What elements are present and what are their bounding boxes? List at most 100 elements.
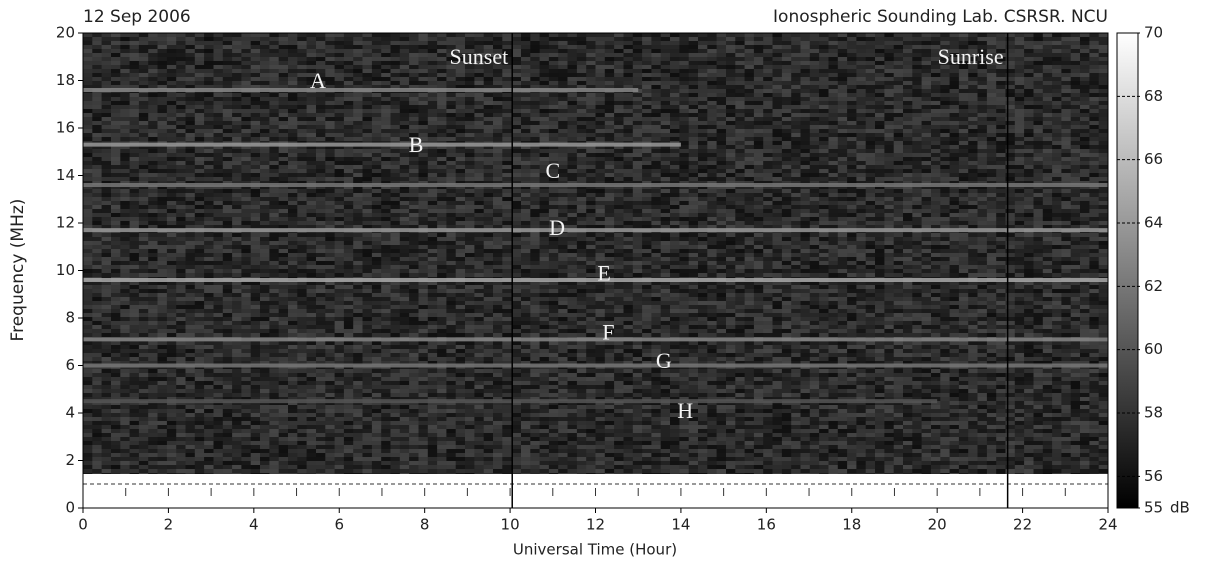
noise-cell: [223, 65, 233, 69]
noise-cell: [1089, 109, 1099, 113]
noise-cell: [829, 145, 839, 149]
noise-cell: [316, 121, 326, 125]
noise-cell: [102, 69, 112, 73]
noise-cell: [1099, 77, 1109, 81]
noise-cell: [856, 73, 866, 77]
noise-cell: [335, 57, 345, 61]
noise-cell: [204, 49, 214, 53]
noise-cell: [1071, 109, 1081, 113]
noise-cell: [782, 69, 792, 73]
noise-cell: [120, 161, 130, 165]
noise-cell: [1024, 121, 1034, 125]
noise-cell: [186, 129, 196, 133]
noise-cell: [139, 65, 149, 69]
noise-cell: [1052, 121, 1062, 125]
noise-cell: [530, 189, 540, 193]
noise-cell: [493, 201, 503, 205]
noise-cell: [344, 117, 354, 121]
noise-cell: [502, 177, 512, 181]
noise-cell: [875, 161, 885, 165]
noise-cell: [1099, 53, 1109, 57]
noise-cell: [847, 153, 857, 157]
noise-cell: [698, 205, 708, 209]
noise-cell: [521, 137, 531, 141]
noise-cell: [1089, 161, 1099, 165]
noise-cell: [884, 161, 894, 165]
noise-cell: [512, 45, 522, 49]
noise-cell: [335, 53, 345, 57]
noise-cell: [707, 113, 717, 117]
noise-cell: [633, 37, 643, 41]
noise-cell: [922, 133, 932, 137]
noise-cell: [819, 93, 829, 97]
noise-cell: [978, 81, 988, 85]
noise-cell: [829, 205, 839, 209]
noise-cell: [530, 117, 540, 121]
noise-cell: [139, 189, 149, 193]
noise-cell: [260, 57, 270, 61]
noise-cell: [335, 73, 345, 77]
noise-cell: [521, 41, 531, 45]
noise-cell: [176, 157, 186, 161]
noise-cell: [922, 93, 932, 97]
noise-cell: [1061, 145, 1071, 149]
noise-cell: [204, 117, 214, 121]
noise-cell: [903, 105, 913, 109]
noise-cell: [698, 105, 708, 109]
noise-cell: [773, 65, 783, 69]
noise-cell: [139, 153, 149, 157]
noise-cell: [251, 173, 261, 177]
noise-cell: [875, 189, 885, 193]
noise-cell: [1089, 205, 1099, 209]
noise-cell: [456, 165, 466, 169]
noise-cell: [158, 137, 168, 141]
noise-cell: [530, 49, 540, 53]
noise-cell: [912, 141, 922, 145]
noise-cell: [474, 117, 484, 121]
noise-cell: [474, 121, 484, 125]
noise-cell: [745, 173, 755, 177]
noise-cell: [1089, 121, 1099, 125]
noise-cell: [829, 173, 839, 177]
noise-cell: [884, 57, 894, 61]
noise-cell: [894, 113, 904, 117]
noise-cell: [232, 169, 242, 173]
noise-cell: [400, 109, 410, 113]
noise-cell: [502, 173, 512, 177]
noise-cell: [325, 161, 335, 165]
noise-cell: [968, 161, 978, 165]
noise-cell: [745, 165, 755, 169]
noise-cell: [540, 81, 550, 85]
noise-cell: [773, 145, 783, 149]
noise-cell: [456, 197, 466, 201]
noise-cell: [679, 81, 689, 85]
noise-cell: [92, 53, 102, 57]
noise-cell: [996, 189, 1006, 193]
noise-cell: [1034, 149, 1044, 153]
noise-cell: [1061, 65, 1071, 69]
noise-cell: [111, 157, 121, 161]
noise-cell: [1071, 121, 1081, 125]
noise-cell: [698, 137, 708, 141]
noise-cell: [698, 81, 708, 85]
noise-cell: [316, 53, 326, 57]
noise-cell: [912, 65, 922, 69]
noise-cell: [987, 145, 997, 149]
noise-cell: [363, 109, 373, 113]
noise-cell: [391, 137, 401, 141]
noise-cell: [707, 209, 717, 213]
noise-cell: [400, 197, 410, 201]
noise-cell: [167, 97, 177, 101]
noise-cell: [1089, 145, 1099, 149]
noise-cell: [530, 201, 540, 205]
noise-cell: [307, 149, 317, 153]
noise-cell: [521, 53, 531, 57]
noise-cell: [912, 169, 922, 173]
noise-cell: [1043, 57, 1053, 61]
noise-cell: [214, 81, 224, 85]
noise-cell: [176, 177, 186, 181]
noise-cell: [223, 149, 233, 153]
noise-cell: [996, 137, 1006, 141]
noise-cell: [568, 161, 578, 165]
noise-cell: [1080, 113, 1090, 117]
